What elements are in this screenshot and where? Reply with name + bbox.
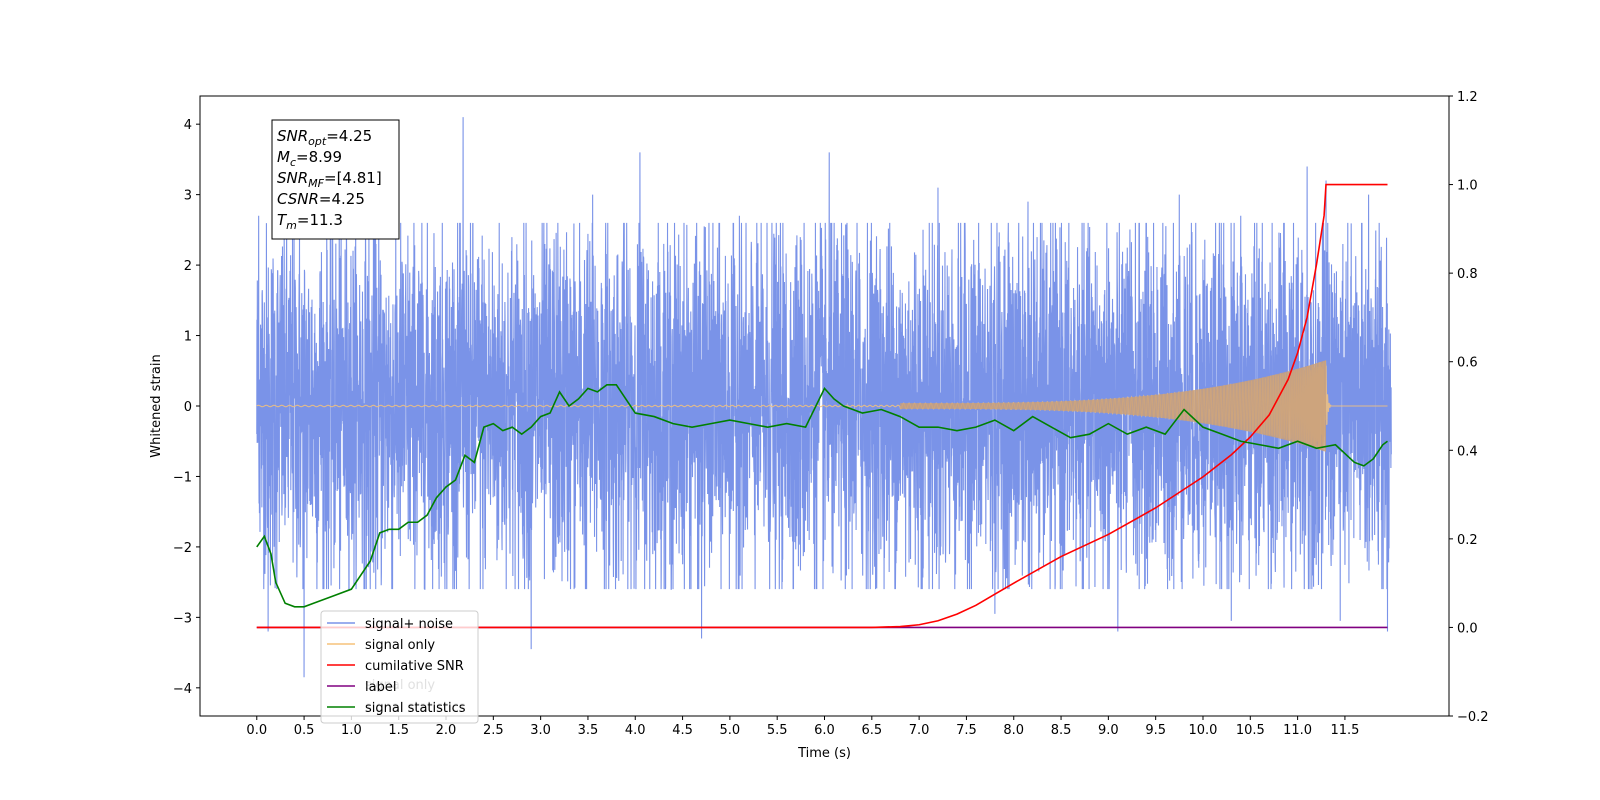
y-tick-label: 4 xyxy=(184,118,192,133)
x-tick-label: 5.5 xyxy=(767,723,788,738)
y-tick-label: 2 xyxy=(184,259,192,274)
x-tick-label: 2.5 xyxy=(483,723,504,738)
x-tick-label: 6.5 xyxy=(861,723,882,738)
x-tick-label: 10.5 xyxy=(1236,723,1265,738)
y-tick-label: 0 xyxy=(184,400,192,415)
y2-tick-label: 1.0 xyxy=(1457,179,1478,194)
y-tick-label: 3 xyxy=(184,189,192,204)
legend-hidden-text: signal only xyxy=(365,678,435,693)
y-tick-label: −2 xyxy=(173,541,192,556)
y-tick-label: −4 xyxy=(173,682,192,697)
x-tick-label: 3.0 xyxy=(530,723,551,738)
x-tick-label: 7.0 xyxy=(909,723,930,738)
x-tick-label: 9.0 xyxy=(1098,723,1119,738)
legend-label-cumilative-snr: cumilative SNR xyxy=(365,659,464,674)
x-axis-label: Time (s) xyxy=(797,746,851,761)
y2-tick-label: 0.2 xyxy=(1457,533,1478,548)
x-tick-label: 11.5 xyxy=(1330,723,1359,738)
cumulative-snr-line xyxy=(256,183,1388,629)
series-signal-only xyxy=(256,360,1388,452)
series-signal-statistics xyxy=(256,384,1388,608)
annotation-line-csnr: CSNR=4.25 xyxy=(277,190,365,208)
legend-label-signal-only: signal only xyxy=(365,638,435,653)
x-tick-label: 3.5 xyxy=(578,723,599,738)
x-tick-label: 2.0 xyxy=(436,723,457,738)
x-tick-label: 1.0 xyxy=(341,723,362,738)
y2-tick-label: 1.2 xyxy=(1457,90,1478,105)
annotation-line-snrmf: SNRMF=[4.81] xyxy=(277,169,382,190)
x-tick-label: 5.0 xyxy=(720,723,741,738)
x-tick-label: 8.0 xyxy=(1003,723,1024,738)
legend-label-signal-statistics: signal statistics xyxy=(365,701,466,716)
x-tick-label: 11.0 xyxy=(1283,723,1312,738)
annotation-line-tm: Tm=11.3 xyxy=(277,211,343,232)
x-axis: 0.0 0.5 1.0 1.5 2.0 2.5 3.0 3.5 4.0 4.5 5.0 5.5 6.0 6… xyxy=(246,716,1359,738)
x-tick-label: 6.0 xyxy=(814,723,835,738)
y-tick-label: 1 xyxy=(184,330,192,345)
legend-label-signal-noise: signal+ noise xyxy=(365,617,453,632)
y-tick-label: −3 xyxy=(173,611,192,626)
y-axis-right: −0.2 0.0 0.2 0.4 0.6 0.8 1.0 1.2 xyxy=(1449,90,1489,725)
y2-tick-label: −0.2 xyxy=(1457,710,1489,725)
signal-only-envelope xyxy=(900,360,1326,452)
y2-tick-label: 0.4 xyxy=(1457,444,1478,459)
y-axis-left: −4 −3 −2 −1 0 1 2 3 4 xyxy=(173,118,200,697)
series-cumulative-snr xyxy=(256,183,1388,629)
x-tick-label: 0.5 xyxy=(294,723,315,738)
y-tick-label: −1 xyxy=(173,470,192,485)
legend-label-label: label xyxy=(365,680,396,695)
annotation-frame xyxy=(271,119,400,240)
x-tick-label: 4.0 xyxy=(625,723,646,738)
y2-tick-label: 0.6 xyxy=(1457,356,1478,371)
x-tick-label: 1.5 xyxy=(388,723,409,738)
x-tick-label: 10.0 xyxy=(1189,723,1218,738)
x-tick-label: 8.5 xyxy=(1051,723,1072,738)
annotation-line-mc: Mc=8.99 xyxy=(277,148,342,169)
x-tick-label: 7.5 xyxy=(956,723,977,738)
annotation-line-snropt: SNRopt=4.25 xyxy=(277,127,372,148)
x-tick-label: 0.0 xyxy=(246,723,267,738)
y-axis-label: Whitened strain xyxy=(149,354,164,457)
y2-tick-label: 0.8 xyxy=(1457,267,1478,282)
x-tick-label: 4.5 xyxy=(672,723,693,738)
legend-frame xyxy=(320,610,479,724)
legend: signal only signal statistics signal+ nois… xyxy=(320,610,479,724)
signal-statistics-line xyxy=(256,384,1388,608)
x-tick-label: 9.5 xyxy=(1145,723,1166,738)
legend-hidden-text: signal statistics xyxy=(365,700,466,715)
legend-items: signal only signal statistics signal+ nois… xyxy=(327,617,466,716)
y2-tick-label: 0.0 xyxy=(1457,621,1478,636)
